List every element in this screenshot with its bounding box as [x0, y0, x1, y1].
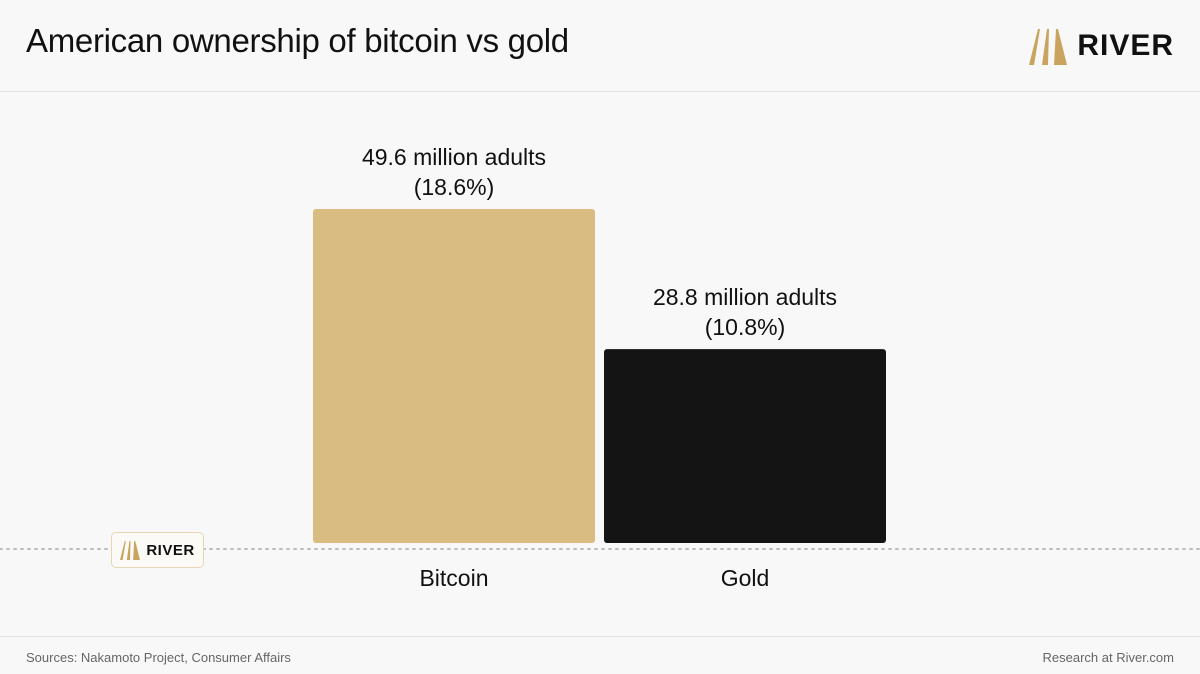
header: American ownership of bitcoin vs gold RI… [0, 0, 1200, 92]
data-label-gold-percent: (10.8%) [705, 314, 786, 340]
river-logo-icon [120, 541, 141, 560]
data-label-bitcoin-count: 49.6 million adults [362, 144, 546, 170]
research-credit: Research at River.com [1042, 650, 1175, 665]
category-label-gold: Gold [721, 565, 770, 591]
bar-gold [604, 349, 886, 543]
badge-brand-name: RIVER [146, 541, 195, 559]
bar-bitcoin [313, 209, 595, 543]
brand-name: RIVER [1077, 29, 1174, 62]
page-title: American ownership of bitcoin vs gold [26, 22, 569, 59]
footer: Sources: Nakamoto Project, Consumer Affa… [0, 636, 1200, 674]
category-label-bitcoin: Bitcoin [419, 565, 488, 591]
brand-logo: RIVER [1029, 26, 1174, 66]
river-badge: RIVER [111, 532, 204, 568]
bar-chart: 49.6 million adults (18.6%) Bitcoin 28.8 mi… [0, 144, 1200, 591]
river-logo-icon [1029, 29, 1068, 65]
data-label-gold-count: 28.8 million adults [653, 284, 837, 310]
sources-note: Sources: Nakamoto Project, Consumer Affa… [26, 650, 291, 665]
data-label-bitcoin-percent: (18.6%) [414, 174, 495, 200]
